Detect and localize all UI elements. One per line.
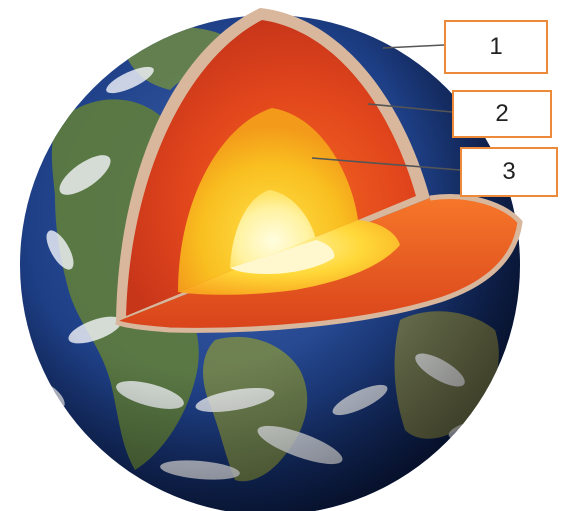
leader-line-1 xyxy=(382,44,445,49)
label-text-2: 2 xyxy=(495,100,509,127)
label-box-2: 2 xyxy=(452,90,552,138)
cutaway-section xyxy=(114,8,523,333)
leader-line-2 xyxy=(367,103,453,113)
label-box-3: 3 xyxy=(460,147,558,197)
leader-line-3 xyxy=(311,157,461,171)
inner-core-floor xyxy=(230,240,335,274)
label-box-1: 1 xyxy=(444,20,548,74)
label-text-3: 3 xyxy=(502,158,516,185)
crust-floor-edge xyxy=(114,194,523,333)
label-text-1: 1 xyxy=(489,33,503,60)
inner-core-layer xyxy=(230,190,316,268)
leader-lines xyxy=(311,44,461,171)
